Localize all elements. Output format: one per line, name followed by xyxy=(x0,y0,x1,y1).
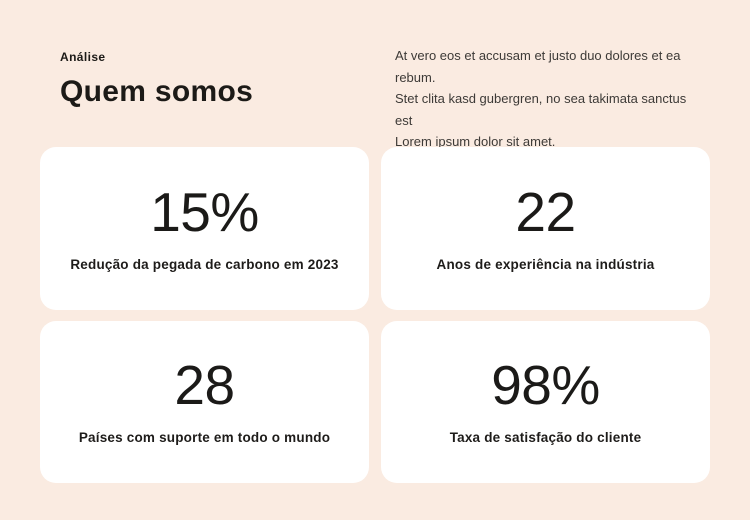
stat-value: 22 xyxy=(515,180,576,243)
page-title: Quem somos xyxy=(60,75,254,108)
section-header: Análise Quem somos At vero eos et accusa… xyxy=(0,0,750,153)
section-header-left: Análise Quem somos xyxy=(60,50,253,109)
intro-line-1: At vero eos et accusam et justo duo dolo… xyxy=(395,48,681,85)
intro-line-3: Lorem ipsum dolor sit amet. xyxy=(395,134,556,149)
stats-grid: 15% Redução da pegada de carbono em 2023… xyxy=(40,147,710,483)
stat-card-countries: 28 Países com suporte em todo o mundo xyxy=(40,320,369,483)
stat-card-experience: 22 Anos de experiência na indústria xyxy=(381,147,710,310)
eyebrow-label: Análise xyxy=(60,50,106,64)
stat-label: Redução da pegada de carbono em 2023 xyxy=(70,256,339,272)
stat-label: Países com suporte em todo o mundo xyxy=(78,430,331,446)
stat-label: Anos de experiência na indústria xyxy=(436,256,655,272)
stat-card-carbon: 15% Redução da pegada de carbono em 2023 xyxy=(40,147,369,310)
stat-card-satisfaction: 98% Taxa de satisfação do cliente xyxy=(381,320,710,483)
stat-value: 15% xyxy=(150,180,259,243)
stat-value: 98% xyxy=(491,354,600,417)
intro-paragraph: At vero eos et accusam et justo duo dolo… xyxy=(395,45,695,153)
stat-value: 28 xyxy=(174,354,235,417)
stat-label: Taxa de satisfação do cliente xyxy=(449,430,642,446)
intro-line-2: Stet clita kasd gubergren, no sea takima… xyxy=(395,91,687,128)
